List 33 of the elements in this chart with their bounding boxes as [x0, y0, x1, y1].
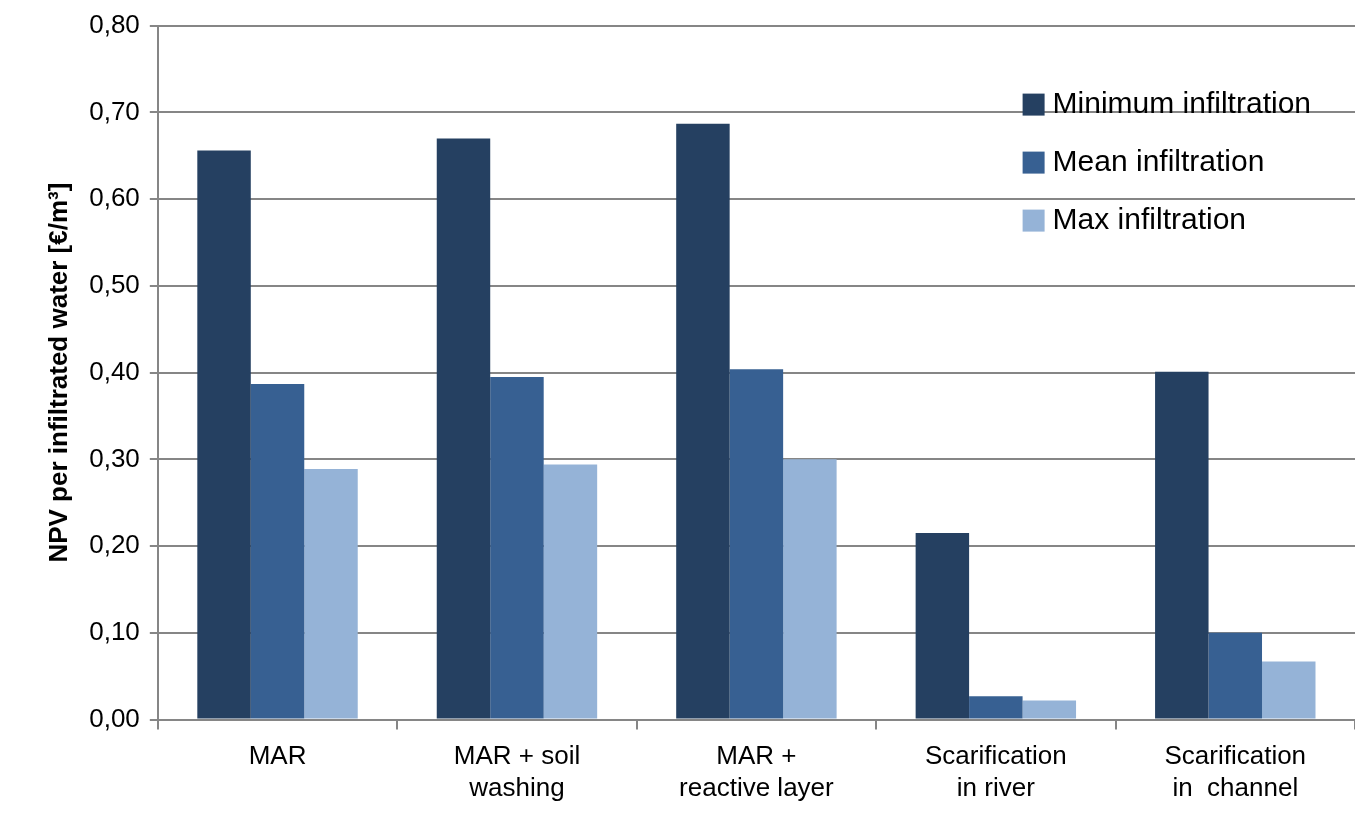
x-tick-label: MAR + reactive layer: [679, 740, 835, 802]
legend-label: Minimum infiltration: [1052, 85, 1312, 119]
y-tick-label: 0,30: [89, 442, 140, 473]
y-axis-title: NPV per infiltrated water [€/m³]: [42, 182, 73, 563]
bar: [490, 376, 544, 719]
bar: [1262, 661, 1316, 719]
legend-label: Max infiltration: [1052, 201, 1247, 235]
bar: [543, 464, 598, 719]
bar: [436, 138, 491, 719]
x-tick-label: MAR + soil washing: [453, 740, 581, 802]
bar: [1155, 371, 1209, 719]
bar: [915, 533, 970, 719]
x-tick-label: Scarification in channel: [1164, 740, 1307, 802]
y-tick-label: 0,10: [89, 616, 140, 647]
legend-label: Mean infiltration: [1052, 143, 1265, 177]
x-tick-label: Scarification in river: [925, 740, 1067, 802]
y-tick-label: 0,00: [89, 702, 140, 733]
y-tick-label: 0,50: [89, 269, 140, 300]
bar: [783, 459, 837, 719]
bar: [969, 696, 1023, 719]
y-tick-label: 0,20: [89, 529, 140, 560]
bar: [304, 468, 358, 719]
x-tick-label: MAR: [248, 740, 307, 771]
y-tick-label: 0,40: [89, 355, 140, 386]
bar: [729, 369, 784, 719]
y-tick-label: 0,70: [89, 95, 140, 126]
y-tick-label: 0,60: [89, 182, 140, 213]
bar: [1022, 700, 1077, 719]
y-tick-label: 0,80: [89, 8, 140, 39]
bar: [676, 123, 730, 719]
bar: [197, 150, 251, 719]
bar: [1208, 632, 1263, 719]
bar: [250, 383, 305, 719]
